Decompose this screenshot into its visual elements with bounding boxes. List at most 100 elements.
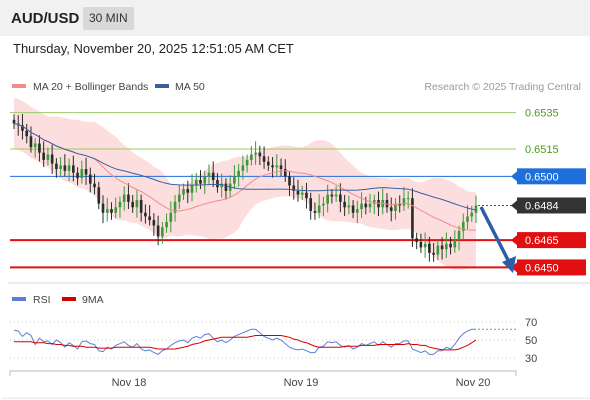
timeframe-button[interactable]: 30 MIN — [83, 7, 134, 30]
candle-body — [334, 194, 338, 197]
candle-body — [233, 176, 236, 184]
x-tick-label-nov20: Nov 20 — [456, 377, 491, 389]
candle-body — [279, 165, 283, 170]
symbol-label: AUD/USD — [11, 10, 80, 27]
candle-body — [152, 220, 156, 226]
candle-body — [296, 190, 300, 195]
candle-body — [368, 203, 372, 208]
candle-body — [207, 172, 211, 177]
candle-body — [262, 156, 266, 162]
candle-body — [63, 165, 67, 171]
candle-body — [457, 230, 461, 241]
candle-body — [165, 221, 168, 228]
candle-body — [190, 185, 194, 193]
candle-body — [161, 227, 164, 237]
candle-body — [436, 245, 440, 255]
candle-body — [118, 201, 122, 208]
level-0-6500-label-pointer — [511, 171, 517, 182]
candle-body — [173, 201, 177, 213]
candle-body — [428, 243, 431, 253]
rsi-tick-50: 50 — [525, 335, 537, 347]
candle-body — [186, 189, 190, 193]
level-0-6450-label-box — [517, 259, 586, 276]
candle-body — [389, 207, 393, 211]
candle-body — [288, 176, 291, 186]
candle-body — [156, 225, 160, 237]
level-0-6465-label: 0.6465 — [525, 235, 559, 247]
candle-body — [419, 241, 423, 248]
level-0-6465-label-pointer — [511, 235, 517, 246]
candle-body — [199, 179, 202, 184]
level-0-6484-label-box — [517, 197, 586, 214]
candle-body — [275, 165, 279, 168]
rsi-line — [13, 328, 476, 355]
forecast-arrow — [479, 206, 516, 273]
candle-body — [139, 200, 143, 213]
candle-body — [356, 209, 359, 213]
legend-rsi-label: RSI — [33, 294, 51, 306]
candle-body — [241, 165, 245, 171]
candle-body — [364, 203, 368, 208]
candle-body — [211, 172, 215, 180]
candle-body — [203, 176, 207, 184]
candle-body — [271, 165, 274, 168]
candle-body — [406, 198, 410, 200]
candle-body — [237, 170, 240, 177]
moving-averages — [13, 123, 477, 231]
candle-body — [42, 152, 45, 160]
candle-body — [347, 205, 351, 208]
candle-body — [461, 221, 465, 231]
candle-body — [38, 143, 41, 153]
candle-body — [101, 203, 105, 213]
candle-body — [131, 201, 134, 208]
candle-body — [470, 212, 474, 217]
candle-body — [474, 205, 478, 213]
candle-body — [258, 152, 262, 157]
candle-body — [169, 212, 173, 222]
candle-body — [440, 245, 444, 250]
chart-header: AUD/USD 30 MIN — [0, 0, 590, 36]
candle-body — [313, 210, 317, 213]
level-0-6450-label-pointer — [511, 262, 517, 273]
x-tick-label-nov19: Nov 19 — [284, 377, 319, 389]
candle-body — [330, 194, 334, 197]
candle-body — [29, 136, 33, 148]
chart-datetime: Thursday, November 20, 2025 12:51:05 AM … — [13, 41, 294, 56]
x-tick-label-nov18: Nov 18 — [112, 377, 147, 389]
candle-body — [283, 169, 287, 177]
candle-body — [411, 198, 414, 239]
candle-body — [449, 243, 452, 248]
candle-body — [224, 183, 228, 191]
candle-body — [402, 198, 406, 206]
candle-body — [59, 165, 62, 170]
level-0-6484-label-pointer — [511, 200, 517, 211]
rsi-panel: 70 50 30 — [10, 317, 537, 365]
candle-body — [445, 243, 448, 250]
candle-body — [266, 161, 270, 166]
candle-body — [398, 203, 402, 206]
candle-body — [339, 194, 342, 202]
legend-ma20-label: MA 20 + Bollinger Bands — [33, 81, 148, 93]
candle-body — [84, 169, 88, 175]
candle-body — [144, 212, 147, 217]
candle-body — [67, 165, 71, 171]
candle-body — [127, 194, 130, 202]
candle-body — [423, 243, 427, 248]
candle-body — [245, 159, 249, 166]
candle-body — [25, 130, 29, 137]
rsi-tick-70: 70 — [525, 317, 537, 329]
candle-body — [292, 185, 296, 191]
candle-body — [309, 198, 313, 211]
candle-body — [360, 203, 363, 210]
candle-body — [12, 119, 16, 124]
candle-body — [432, 252, 435, 255]
candle-body — [317, 205, 321, 213]
legend-rsi-swatch — [12, 297, 26, 301]
legend-ma50-label: MA 50 — [175, 81, 205, 93]
candle-body — [50, 154, 54, 164]
candle-body — [220, 183, 224, 188]
legend-ma50-swatch — [155, 84, 169, 88]
candle-body — [326, 194, 329, 204]
candle-body — [76, 172, 79, 179]
candle-body — [97, 187, 101, 204]
